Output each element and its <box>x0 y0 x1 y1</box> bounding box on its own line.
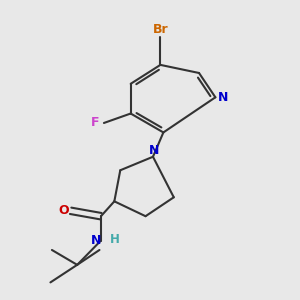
Text: F: F <box>91 116 99 130</box>
Text: N: N <box>91 234 102 247</box>
Text: Br: Br <box>153 23 168 36</box>
Text: N: N <box>149 143 160 157</box>
Text: H: H <box>110 233 119 246</box>
Text: O: O <box>58 204 69 217</box>
Text: N: N <box>218 91 228 104</box>
